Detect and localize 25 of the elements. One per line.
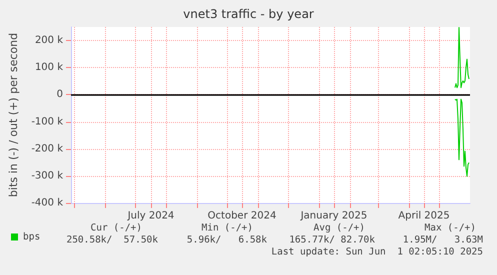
y-axis-title: bits in (-) / out (+) per second <box>7 32 20 198</box>
text: Min (-/+) <box>202 222 253 234</box>
x-tick-label: April 2025 <box>398 210 450 222</box>
x-tick-label: January 2025 <box>300 210 368 222</box>
y-tick-label: 200 k <box>34 35 64 46</box>
text: Avg (-/+) <box>314 222 365 234</box>
text: Cur (-/+) <box>90 222 142 234</box>
text: Max (-/+) <box>424 222 476 234</box>
x-tick-label: July 2024 <box>126 210 174 222</box>
y-tick-label: -200 k <box>31 143 64 154</box>
y-tick-label: -300 k <box>31 170 64 182</box>
line-series <box>454 27 470 88</box>
y-tick-label: 0 <box>56 89 63 100</box>
text: 165.77k/ 82.70k <box>289 234 376 246</box>
line-series <box>454 98 470 177</box>
y-tick-label: -100 k <box>31 116 64 128</box>
legend-label: bps <box>23 232 40 242</box>
text: 1.95M/ 3.63M <box>402 234 484 246</box>
y-tick-label: 100 k <box>34 62 64 74</box>
chart-title: vnet3 traffic - by year <box>183 7 314 21</box>
text: Last update: Sun Jun 1 02:05:10 2025 <box>271 246 483 258</box>
x-tick-label: October 2024 <box>208 210 276 222</box>
text: 250.58k/ 57.50k <box>66 234 158 246</box>
text: 5.96k/ 6.58k <box>186 234 268 246</box>
y-tick-label: -400 k <box>31 198 64 208</box>
